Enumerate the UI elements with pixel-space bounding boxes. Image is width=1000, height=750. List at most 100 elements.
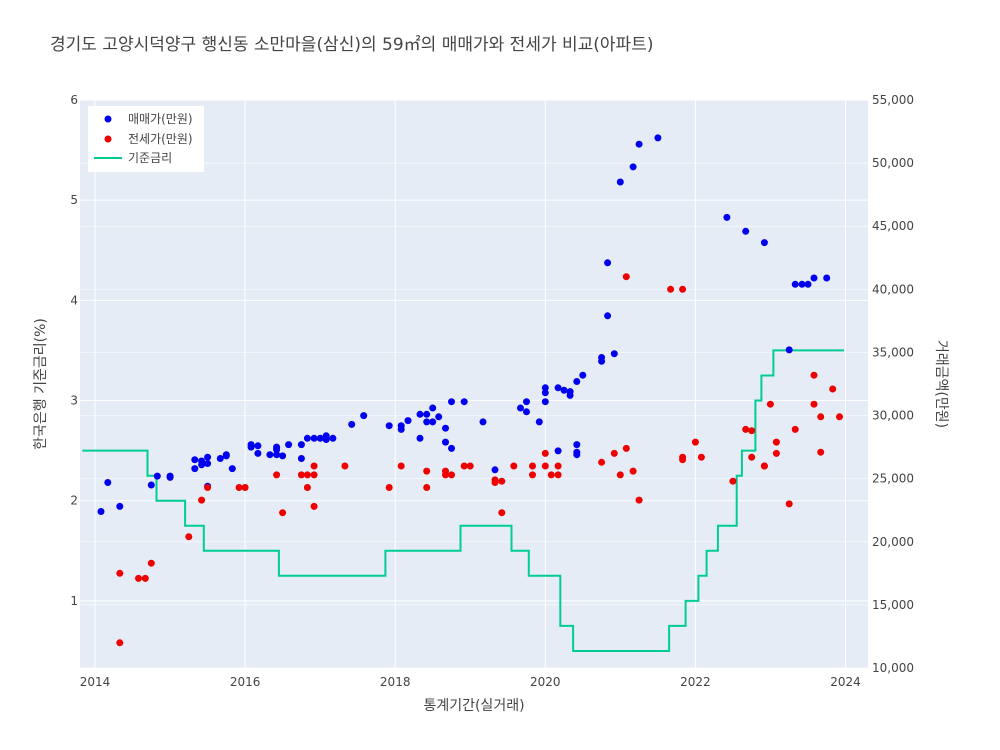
jeonse-price-point[interactable]	[310, 471, 318, 479]
jeonse-price-point[interactable]	[791, 425, 799, 433]
sale-price-point[interactable]	[742, 227, 750, 235]
sale-price-point[interactable]	[723, 213, 731, 221]
sale-price-point[interactable]	[610, 350, 618, 358]
jeonse-price-point[interactable]	[766, 400, 774, 408]
jeonse-price-point[interactable]	[760, 462, 768, 470]
jeonse-price-point[interactable]	[466, 462, 474, 470]
sale-price-point[interactable]	[760, 239, 768, 247]
sale-price-point[interactable]	[604, 259, 612, 267]
sale-price-point[interactable]	[348, 420, 356, 428]
jeonse-price-point[interactable]	[385, 484, 393, 491]
jeonse-price-point[interactable]	[198, 496, 206, 504]
sale-price-point[interactable]	[285, 441, 293, 449]
jeonse-price-point[interactable]	[817, 448, 825, 456]
sale-price-point[interactable]	[429, 418, 437, 426]
sale-price-point[interactable]	[273, 446, 281, 454]
sale-price-point[interactable]	[541, 384, 549, 392]
jeonse-price-point[interactable]	[667, 285, 675, 293]
sale-price-point[interactable]	[517, 404, 524, 412]
sale-price-point[interactable]	[579, 371, 587, 379]
sale-price-point[interactable]	[604, 312, 612, 320]
sale-price-point[interactable]	[573, 378, 581, 385]
jeonse-price-point[interactable]	[729, 477, 737, 485]
jeonse-price-point[interactable]	[635, 496, 643, 504]
sale-price-point[interactable]	[573, 451, 581, 459]
jeonse-price-point[interactable]	[810, 400, 818, 408]
jeonse-price-point[interactable]	[772, 438, 780, 446]
jeonse-price-point[interactable]	[448, 471, 455, 479]
jeonse-price-point[interactable]	[554, 471, 562, 479]
sale-price-point[interactable]	[104, 479, 112, 486]
jeonse-price-point[interactable]	[498, 477, 506, 485]
sale-price-point[interactable]	[279, 452, 287, 460]
jeonse-price-point[interactable]	[204, 484, 212, 491]
jeonse-price-point[interactable]	[273, 471, 281, 479]
sale-price-point[interactable]	[222, 451, 230, 459]
sale-price-point[interactable]	[491, 466, 499, 474]
sale-price-point[interactable]	[448, 398, 455, 406]
sale-price-point[interactable]	[479, 418, 487, 426]
sale-price-point[interactable]	[204, 453, 212, 461]
sale-price-point[interactable]	[429, 404, 437, 412]
jeonse-price-point[interactable]	[817, 413, 825, 421]
jeonse-price-point[interactable]	[541, 462, 549, 470]
sale-price-point[interactable]	[435, 413, 443, 421]
sale-price-point[interactable]	[616, 178, 624, 186]
sale-price-point[interactable]	[629, 163, 637, 171]
jeonse-price-point[interactable]	[442, 471, 449, 479]
jeonse-price-point[interactable]	[810, 371, 818, 379]
jeonse-price-point[interactable]	[697, 453, 705, 461]
sale-price-point[interactable]	[635, 140, 643, 148]
sale-price-point[interactable]	[204, 460, 212, 467]
jeonse-price-point[interactable]	[498, 509, 506, 517]
jeonse-price-point[interactable]	[748, 427, 756, 435]
sale-price-point[interactable]	[785, 346, 793, 354]
sale-price-point[interactable]	[448, 444, 455, 452]
jeonse-price-point[interactable]	[772, 449, 780, 457]
jeonse-price-point[interactable]	[691, 438, 699, 446]
legend[interactable]: 매매가(만원) 전세가(만원) 기준금리	[88, 106, 204, 172]
sale-price-point[interactable]	[416, 434, 424, 442]
sale-price-point[interactable]	[329, 434, 337, 442]
sale-price-point[interactable]	[554, 447, 562, 455]
sale-price-point[interactable]	[423, 410, 431, 418]
jeonse-price-point[interactable]	[491, 479, 499, 486]
sale-price-point[interactable]	[97, 508, 105, 515]
sale-price-point[interactable]	[166, 472, 174, 480]
sale-price-point[interactable]	[310, 434, 318, 442]
jeonse-price-point[interactable]	[529, 462, 536, 470]
jeonse-price-point[interactable]	[554, 462, 562, 470]
sale-price-point[interactable]	[598, 357, 606, 365]
sale-price-point[interactable]	[397, 425, 405, 433]
jeonse-price-point[interactable]	[622, 444, 630, 452]
sale-price-point[interactable]	[254, 449, 262, 457]
sale-price-point[interactable]	[404, 417, 412, 425]
jeonse-price-point[interactable]	[135, 574, 142, 582]
sale-price-point[interactable]	[573, 441, 581, 449]
sale-price-point[interactable]	[541, 398, 549, 406]
sale-price-point[interactable]	[566, 391, 574, 399]
jeonse-price-point[interactable]	[297, 471, 305, 479]
sale-price-point[interactable]	[360, 412, 368, 420]
jeonse-price-point[interactable]	[460, 462, 468, 470]
sale-price-point[interactable]	[191, 465, 199, 473]
jeonse-price-point[interactable]	[785, 500, 793, 508]
sale-price-point[interactable]	[273, 451, 281, 459]
sale-price-point[interactable]	[535, 418, 543, 426]
sale-price-point[interactable]	[654, 134, 662, 142]
jeonse-price-point[interactable]	[679, 456, 687, 464]
sale-price-point[interactable]	[554, 384, 562, 392]
sale-price-point[interactable]	[423, 418, 431, 426]
jeonse-price-point[interactable]	[529, 471, 536, 479]
jeonse-price-point[interactable]	[303, 484, 311, 491]
sale-price-point[interactable]	[147, 481, 155, 489]
sale-price-point[interactable]	[823, 274, 831, 282]
jeonse-price-point[interactable]	[423, 484, 431, 491]
sale-price-point[interactable]	[322, 434, 330, 442]
jeonse-price-point[interactable]	[423, 467, 431, 475]
jeonse-price-point[interactable]	[397, 462, 405, 470]
sale-price-point[interactable]	[116, 502, 124, 510]
jeonse-price-point[interactable]	[279, 509, 287, 517]
sale-price-point[interactable]	[804, 280, 812, 288]
jeonse-price-point[interactable]	[141, 574, 149, 582]
